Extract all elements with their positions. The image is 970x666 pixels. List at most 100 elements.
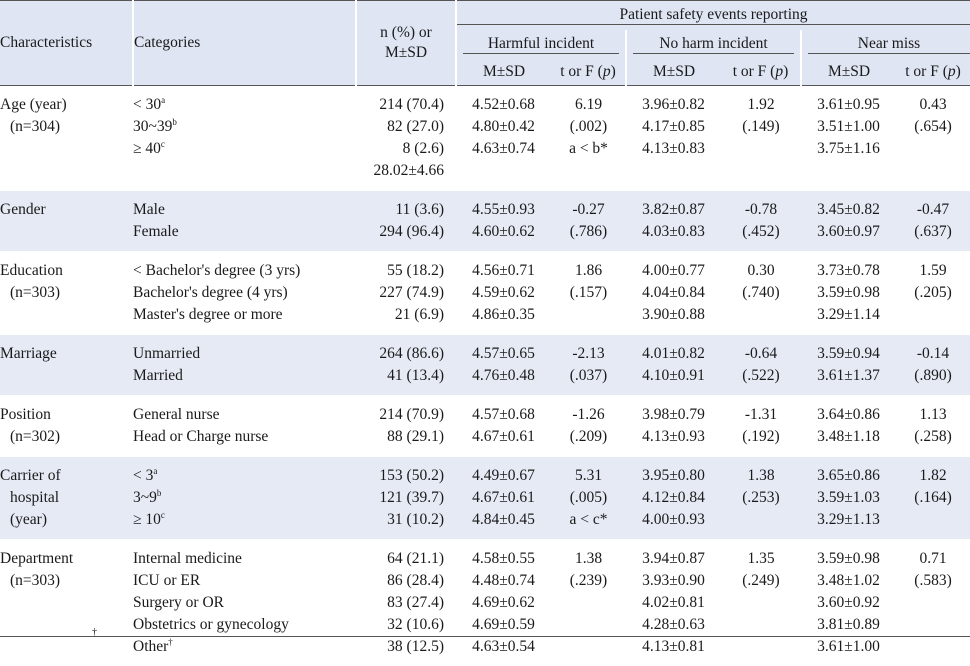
characteristic-label: Position	[0, 404, 133, 426]
n-value-cell: 64 (21.1)86 (28.4)83 (27.4)32 (10.6)38 (…	[356, 540, 456, 666]
no-harm-tf	[721, 636, 801, 658]
characteristic-label: (n=303)	[0, 282, 133, 304]
category-text: Other	[133, 638, 168, 655]
table-header: Characteristics Categories n (%) or M±SD…	[0, 1, 970, 86]
harmful-msd	[456, 160, 551, 182]
category-text: < 30	[133, 96, 161, 113]
n-value: 88 (29.1)	[356, 426, 444, 448]
harmful-msd: 4.49±0.67	[456, 465, 551, 487]
no-harm-msd: 4.13±0.83	[626, 138, 721, 160]
category-label: Internal medicine	[133, 548, 356, 570]
near-miss-msd: 3.65±0.86	[801, 465, 896, 487]
n-value: 83 (27.4)	[356, 592, 444, 614]
near-miss-tf	[896, 592, 970, 614]
n-value: 153 (50.2)	[356, 465, 444, 487]
harmful-msd: 4.52±0.68	[456, 94, 551, 116]
near-miss-msd: 3.29±1.13	[801, 509, 896, 531]
tf-prefix: t or F (	[905, 63, 948, 80]
category-label: ≥ 40c	[133, 138, 356, 160]
harmful-msd: 4.57±0.68	[456, 404, 551, 426]
n-value: 121 (39.7)	[356, 487, 444, 509]
characteristic-label: hospital	[0, 487, 133, 509]
near-miss-msd: 3.48±1.02	[801, 570, 896, 592]
header-harmful: Harmful incident	[456, 30, 626, 58]
n-value: 214 (70.4)	[356, 94, 444, 116]
near-miss-tf	[896, 138, 970, 160]
characteristic-cell: Position(n=302)	[0, 396, 133, 457]
no-harm-msd: 4.00±0.77	[626, 260, 721, 282]
header-harmful-label: Harmful incident	[463, 35, 619, 54]
no-harm-msd: 4.13±0.81	[626, 636, 721, 658]
tf-suffix: )	[611, 63, 616, 80]
n-value: 31 (10.2)	[356, 509, 444, 531]
no-harm-tf-cell: 1.92(.149)	[721, 86, 801, 191]
category-superscript: b	[157, 488, 162, 498]
category-label: General nurse	[133, 404, 356, 426]
n-value: 8 (2.6)	[356, 138, 444, 160]
no-harm-tf	[721, 160, 801, 182]
harmful-tf: (.005)	[551, 487, 626, 509]
no-harm-tf	[721, 509, 801, 531]
no-harm-tf-cell: -1.31(.192)	[721, 396, 801, 457]
harmful-tf: 5.31	[551, 465, 626, 487]
header-near-miss: Near miss	[801, 30, 970, 58]
n-value-cell: 214 (70.4)82 (27.0)8 (2.6)28.02±4.66	[356, 86, 456, 191]
near-miss-msd: 3.45±0.82	[801, 199, 896, 221]
harmful-tf: -1.26	[551, 404, 626, 426]
no-harm-tf: (.192)	[721, 426, 801, 448]
near-miss-tf	[896, 636, 970, 658]
no-harm-tf: (.253)	[721, 487, 801, 509]
harmful-msd: 4.60±0.62	[456, 221, 551, 243]
no-harm-tf-cell: 1.35(.249)	[721, 540, 801, 666]
category-label: Surgery or OR	[133, 592, 356, 614]
harmful-msd: 4.57±0.65	[456, 343, 551, 365]
category-text: ICU or ER	[133, 572, 200, 589]
subheader-near-miss-tf: t or F (p)	[896, 58, 970, 86]
n-value: 41 (13.4)	[356, 365, 444, 387]
near-miss-tf: (.654)	[896, 116, 970, 138]
category-text: < Bachelor's degree (3 yrs)	[133, 262, 300, 279]
characteristic-label: Carrier of	[0, 465, 133, 487]
no-harm-tf-cell: 0.30(.740)	[721, 252, 801, 335]
harmful-msd: 4.69±0.59	[456, 614, 551, 636]
category-superscript: †	[168, 637, 173, 647]
near-miss-tf-cell: 0.71(.583)	[896, 540, 970, 666]
no-harm-msd: 4.03±0.83	[626, 221, 721, 243]
no-harm-tf: 1.92	[721, 94, 801, 116]
harmful-msd: 4.58±0.55	[456, 548, 551, 570]
harmful-tf	[551, 304, 626, 326]
near-miss-msd: 3.75±1.16	[801, 138, 896, 160]
no-harm-tf: (.452)	[721, 221, 801, 243]
category-text: Obstetrics or gynecology	[133, 616, 289, 633]
no-harm-msd: 4.04±0.84	[626, 282, 721, 304]
n-value: 294 (96.4)	[356, 221, 444, 243]
subheader-no-harm-tf: t or F (p)	[721, 58, 801, 86]
harmful-tf-cell: 5.31(.005)a < c*	[551, 457, 626, 540]
no-harm-tf	[721, 304, 801, 326]
n-value: 86 (28.4)	[356, 570, 444, 592]
no-harm-tf: 1.35	[721, 548, 801, 570]
near-miss-tf: 1.13	[896, 404, 970, 426]
near-miss-tf: (.258)	[896, 426, 970, 448]
subheader-harmful-msd: M±SD	[456, 58, 551, 86]
near-miss-tf: -0.47	[896, 199, 970, 221]
near-miss-msd: 3.60±0.92	[801, 592, 896, 614]
header-n: n (%) or M±SD	[356, 1, 456, 86]
n-value-cell: 55 (18.2)227 (74.9)21 (6.9)	[356, 252, 456, 335]
header-n-line2: M±SD	[385, 44, 427, 61]
n-value-cell: 264 (86.6)41 (13.4)	[356, 335, 456, 396]
n-value: 11 (3.6)	[356, 199, 444, 221]
